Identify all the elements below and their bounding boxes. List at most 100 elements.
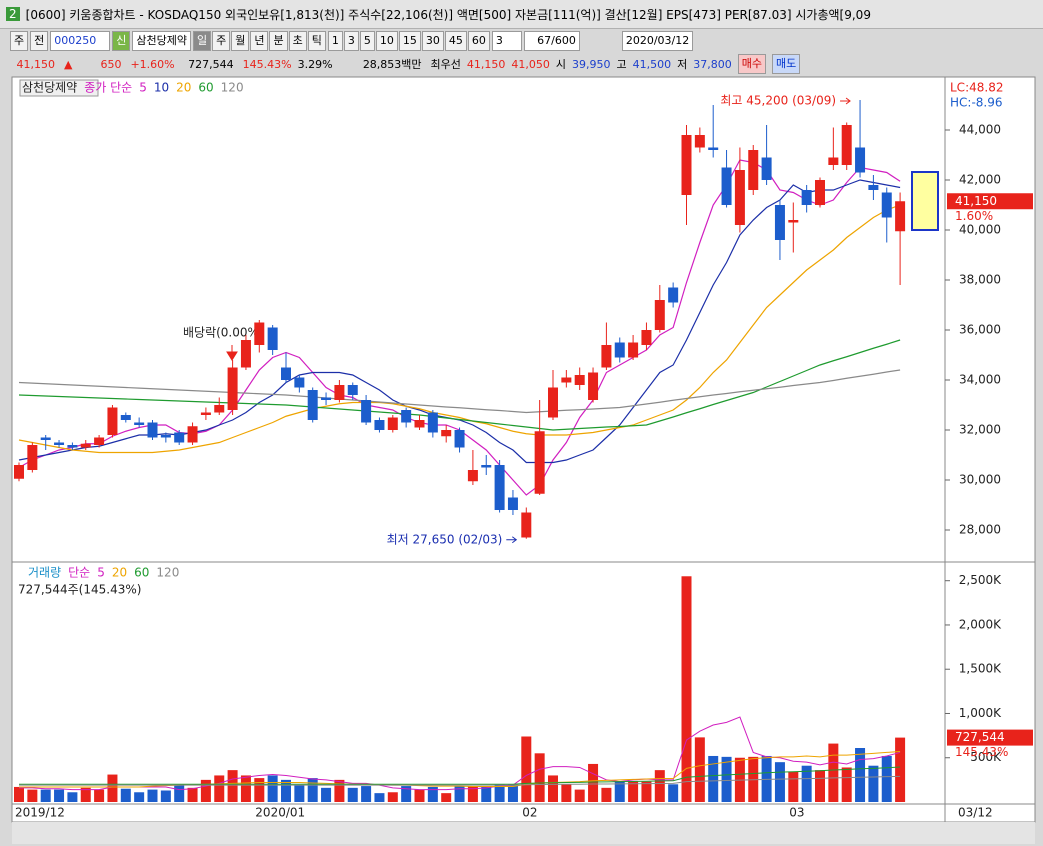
y-tick-label: 500K [970,750,1002,764]
legend-label: 20 [176,81,191,95]
candle-body [774,205,785,240]
price: 41,150 [16,57,56,71]
candle-body [441,430,452,437]
date-input[interactable]: 2020/03/12 [621,31,694,51]
volume-rate: 145.43% [242,57,292,71]
interval-button[interactable]: 1 [327,31,343,51]
high: 41,500 [632,57,672,71]
candle-body [147,422,158,438]
sell-button[interactable]: 매도 [772,54,801,74]
change: 650 [100,57,122,71]
candle-body [321,397,332,400]
ma-line [19,751,901,788]
volume-bar [240,775,251,802]
volume-bar [721,756,732,802]
low-label: 저 [677,58,688,71]
rate: +1.60% [130,57,175,71]
volume-bar [427,786,438,802]
y-tick-label: 34,000 [959,373,1001,387]
volume-bar [294,785,305,802]
buy-button[interactable]: 매수 [737,54,767,74]
candle-body [307,390,318,420]
candle-body [387,417,398,430]
volume-bar [681,576,692,802]
candle-body [134,422,145,425]
unit-button[interactable]: 년 [250,31,269,51]
annotation: 최저 27,650 (02/03) [387,532,503,546]
high-label: 고 [616,58,627,71]
window-title: [0600] 키움종합차트 - KOSDAQ150 외국인보유[1,813(천)… [25,7,871,22]
volume-bar [321,787,332,802]
candle-body [267,327,278,350]
legend-label: 20 [112,566,127,580]
quote-bar: 41,150 ▲ 650 +1.60% 727,544 145.43% 3.29… [10,54,801,74]
y-tick-label: 28,000 [959,523,1001,537]
candle-body [494,465,505,510]
volume-bar [895,737,906,802]
ma-line [18,159,901,496]
y-tick-label: 38,000 [959,273,1001,287]
unit-button[interactable]: 주 [212,31,231,51]
unit-button[interactable]: 일 [192,31,212,51]
code-input[interactable]: 000250 [50,31,111,51]
volume-bar [54,789,65,802]
legend-label: 10 [154,81,169,95]
candle-body [574,375,585,385]
count-input[interactable]: 3 [491,31,522,51]
legend-label: 120 [221,81,244,95]
candle-body [107,407,118,435]
candle-body [160,435,171,438]
candle-body [561,377,572,383]
candle-body [227,367,238,410]
y-tick-label: 40,000 [959,223,1001,237]
interval-button[interactable]: 15 [398,31,421,51]
volume-bar [361,786,372,802]
unit-button[interactable]: 초 [288,31,307,51]
legend-label: 60 [198,81,213,95]
last-rate: 1.60% [955,209,993,223]
volume-bar [174,785,185,802]
volume-summary: 727,544주(145.43%) [18,583,141,597]
interval-button[interactable]: 60 [467,31,490,51]
candle-body [654,300,665,330]
period-select[interactable]: 주 [10,31,29,51]
amount: 28,853백만 [362,58,422,71]
volume-bar [80,787,91,802]
volume-bar [708,755,719,802]
interval-group: 1 3 5 10 15 30 45 60 [327,31,490,51]
bid: 41,050 [511,57,550,71]
interval-button[interactable]: 10 [375,31,398,51]
legend-box [19,79,99,97]
candle-body [534,431,545,494]
interval-button[interactable]: 30 [421,31,444,51]
y-tick-label: 30,000 [959,473,1001,487]
new-button[interactable]: 신 [112,31,131,51]
volume-bar [574,789,585,802]
unit-button[interactable]: 분 [269,31,288,51]
legend-label: 종가 단순 [84,81,132,95]
interval-button[interactable]: 3 [343,31,359,51]
volume-bar [134,792,145,802]
hc-label: HC:-8.96 [950,96,1003,110]
ma-line [19,766,901,785]
adjust-select[interactable]: 전 [30,31,49,51]
volume-bar [507,784,518,802]
volume-bar [748,756,759,802]
volume-bar [200,779,211,802]
unit-button[interactable]: 월 [231,31,250,51]
candle-body [401,410,412,423]
volume-bar [734,757,745,802]
candle-body [80,443,91,448]
interval-button[interactable]: 5 [359,31,375,51]
y-tick-label: 2,500K [959,573,1002,587]
volume-bar [694,737,705,802]
x-tick-label: 02 [522,806,537,820]
unit-button[interactable]: 틱 [307,31,326,51]
candle-body [734,170,745,225]
candle-body [548,387,558,418]
interval-button[interactable]: 45 [444,31,467,51]
candle-body [721,167,732,205]
open: 39,950 [572,57,611,71]
volume-bar [414,789,425,802]
